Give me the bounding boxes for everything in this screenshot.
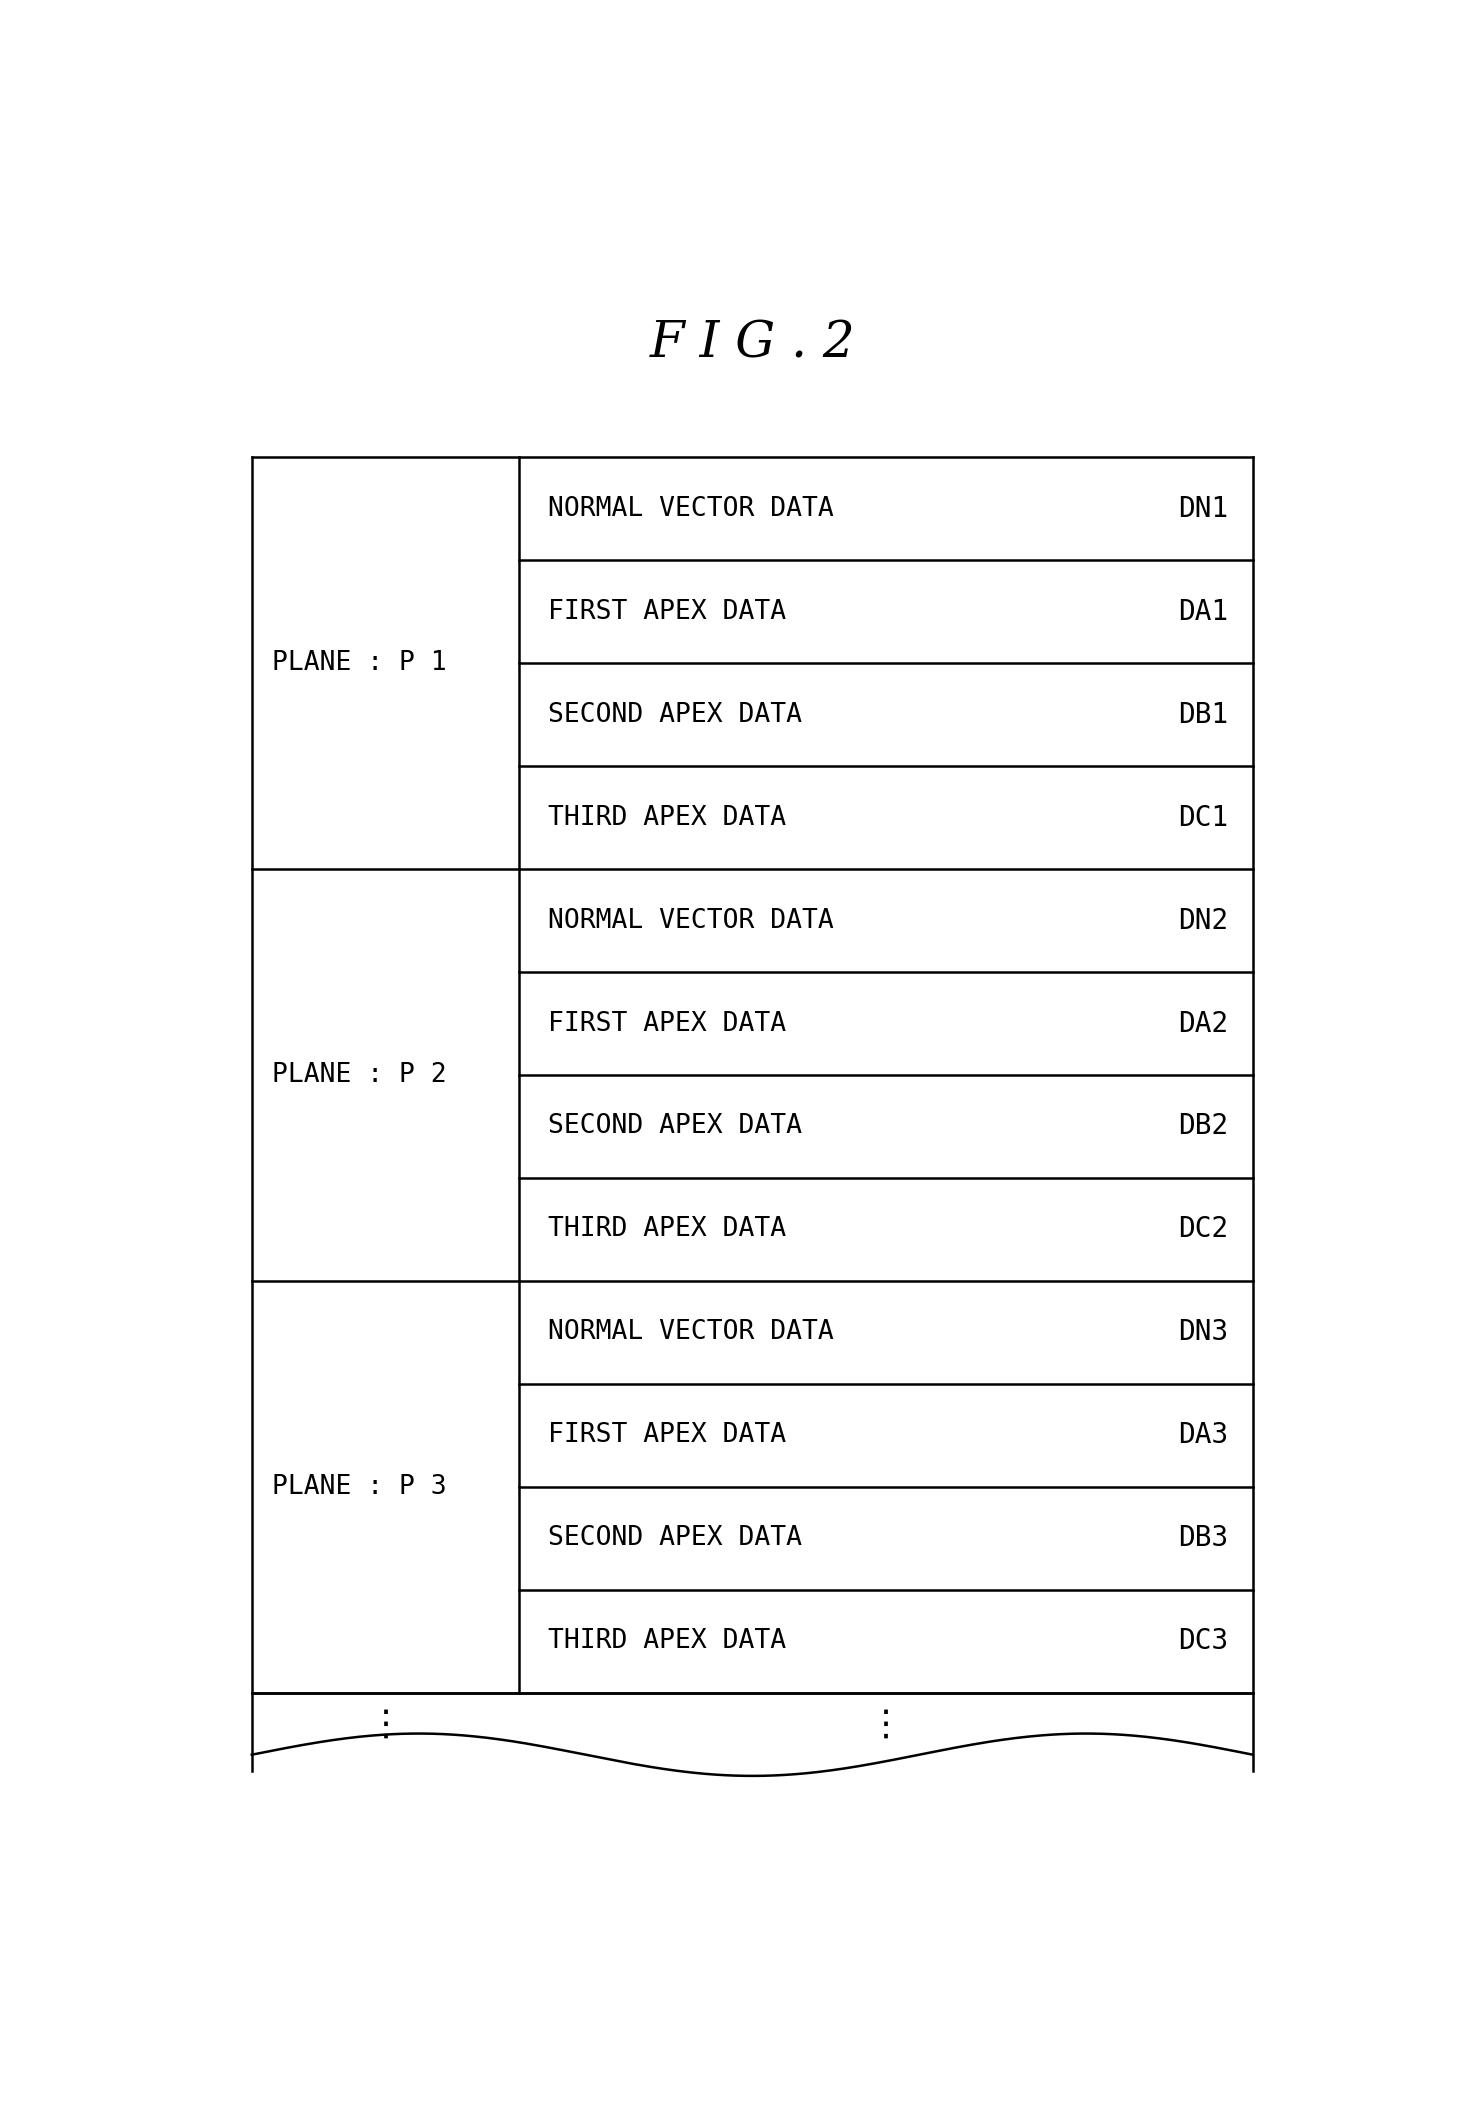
- Text: SECOND APEX DATA: SECOND APEX DATA: [548, 1525, 802, 1550]
- Text: PLANE : P 1: PLANE : P 1: [272, 649, 446, 677]
- Text: NORMAL VECTOR DATA: NORMAL VECTOR DATA: [548, 495, 834, 522]
- Text: DB1: DB1: [1177, 700, 1227, 730]
- Text: DN2: DN2: [1177, 907, 1227, 935]
- Text: DN3: DN3: [1177, 1318, 1227, 1347]
- Text: THIRD APEX DATA: THIRD APEX DATA: [548, 1629, 785, 1654]
- Text: NORMAL VECTOR DATA: NORMAL VECTOR DATA: [548, 907, 834, 933]
- Text: PLANE : P 3: PLANE : P 3: [272, 1474, 446, 1500]
- Text: FIRST APEX DATA: FIRST APEX DATA: [548, 1421, 785, 1449]
- Text: NORMAL VECTOR DATA: NORMAL VECTOR DATA: [548, 1320, 834, 1345]
- Text: THIRD APEX DATA: THIRD APEX DATA: [548, 804, 785, 831]
- Text: ⋮: ⋮: [367, 1707, 404, 1741]
- Text: PLANE : P 2: PLANE : P 2: [272, 1062, 446, 1087]
- Text: SECOND APEX DATA: SECOND APEX DATA: [548, 1112, 802, 1140]
- Text: F I G . 2: F I G . 2: [649, 319, 856, 368]
- Text: DA2: DA2: [1177, 1009, 1227, 1038]
- Text: THIRD APEX DATA: THIRD APEX DATA: [548, 1216, 785, 1242]
- Text: FIRST APEX DATA: FIRST APEX DATA: [548, 599, 785, 624]
- Text: DA3: DA3: [1177, 1421, 1227, 1449]
- Text: FIRST APEX DATA: FIRST APEX DATA: [548, 1011, 785, 1036]
- Text: DB3: DB3: [1177, 1525, 1227, 1552]
- Text: DC3: DC3: [1177, 1626, 1227, 1656]
- Text: DB2: DB2: [1177, 1112, 1227, 1140]
- Text: DC1: DC1: [1177, 804, 1227, 831]
- Text: SECOND APEX DATA: SECOND APEX DATA: [548, 702, 802, 728]
- Text: DC2: DC2: [1177, 1216, 1227, 1244]
- Text: DN1: DN1: [1177, 495, 1227, 522]
- Text: DA1: DA1: [1177, 599, 1227, 626]
- Text: ⋮: ⋮: [868, 1707, 904, 1741]
